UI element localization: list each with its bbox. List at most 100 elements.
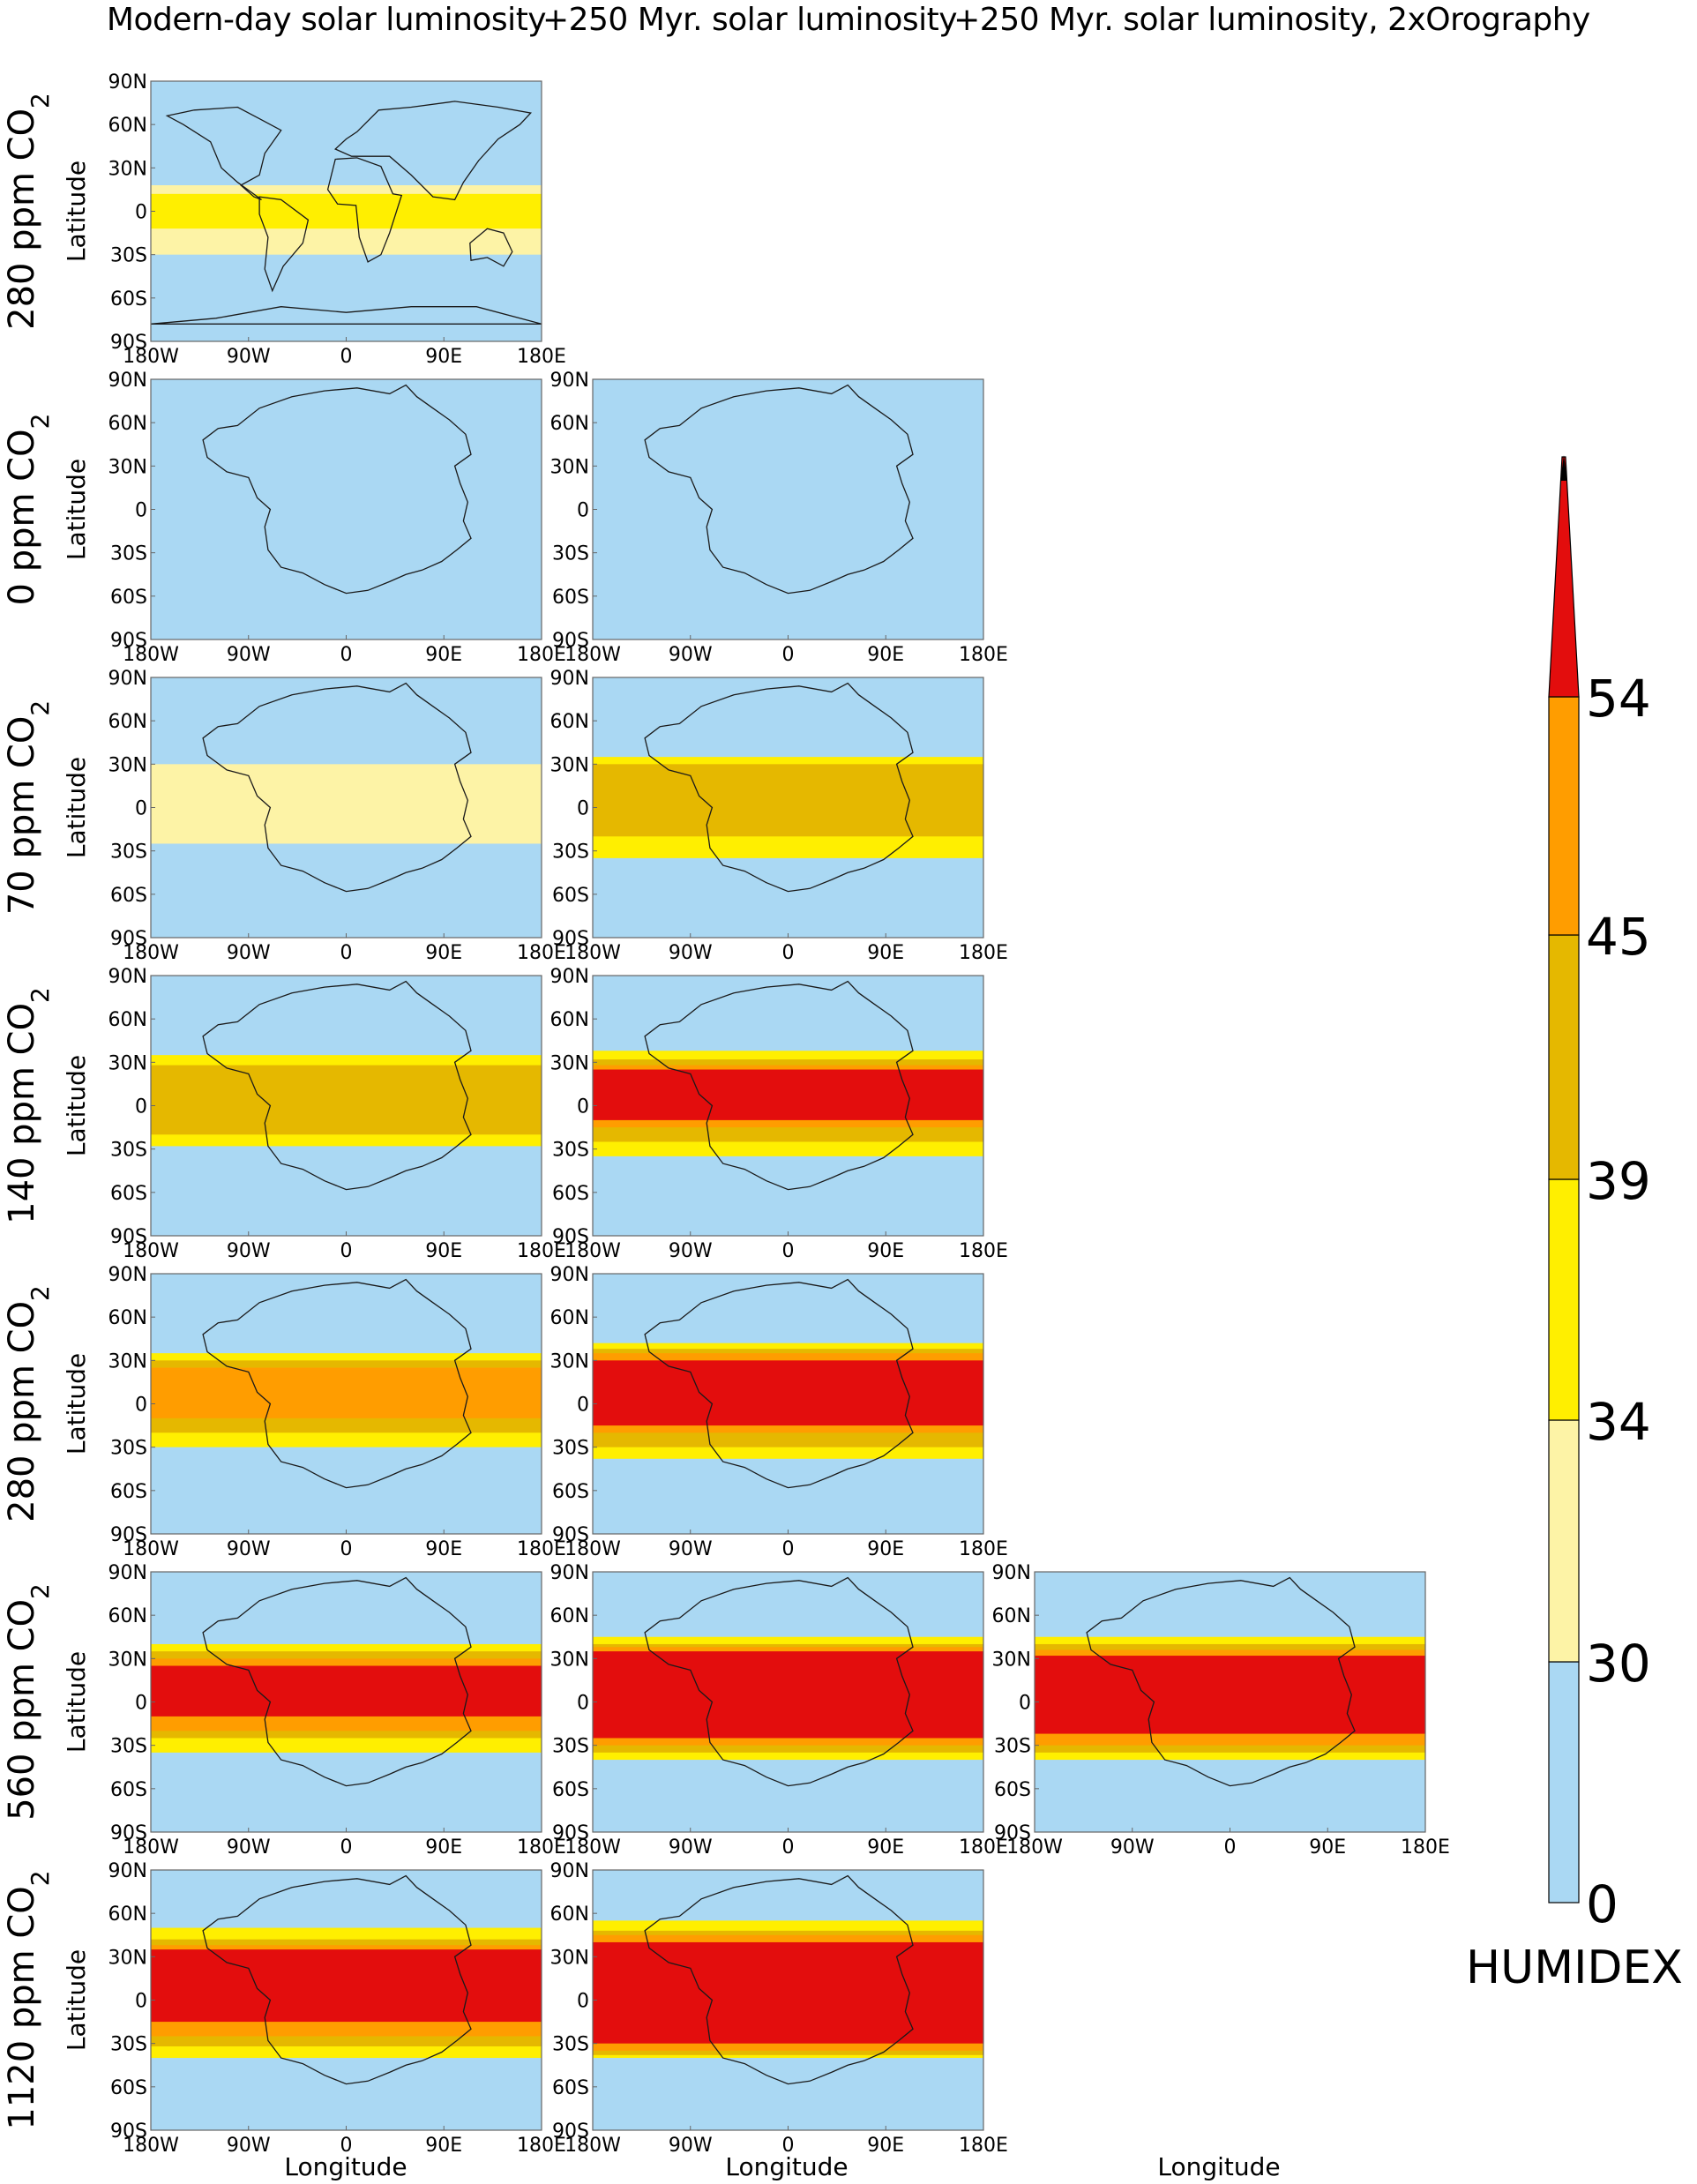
row-label-text: 140 ppm CO2 — [2, 987, 55, 1224]
y-tick-label: 30N — [108, 1052, 147, 1074]
y-axis-label: Latitude — [62, 1055, 91, 1156]
colorbar-tick-30: 30 — [1586, 1634, 1651, 1694]
y-tick-label: 30N — [550, 456, 589, 478]
coastline-1 — [202, 1278, 472, 1489]
y-tick-label: 90S — [110, 1524, 147, 1546]
y-tick-label: 90N — [992, 1562, 1031, 1584]
y-tick-label: 90S — [552, 2120, 589, 2143]
column-title-2: +250 Myr. solar luminosity — [542, 2, 957, 38]
y-tick-label: 0 — [577, 1096, 589, 1118]
humidex-band-39 — [151, 1065, 542, 1135]
y-tick-label: 30S — [110, 1438, 147, 1460]
y-tick-label: 30S — [552, 841, 589, 864]
y-tick-label: 90N — [550, 1860, 589, 1882]
coastline-2 — [258, 196, 310, 293]
y-tick-label: 60S — [552, 2077, 589, 2099]
y-tick-label: 30N — [108, 456, 147, 478]
x-tick-label: 0 — [782, 942, 795, 964]
x-tick-label: 180W — [564, 644, 621, 666]
x-tick-label: 90W — [227, 1836, 271, 1859]
humidex-field — [593, 682, 983, 893]
y-tick-label: 60S — [110, 2077, 147, 2099]
x-tick-label: 90E — [425, 2135, 462, 2157]
subscript: 2 — [26, 93, 55, 108]
x-tick-label: 90E — [425, 1538, 462, 1560]
x-tick-label: 0 — [782, 1240, 795, 1262]
x-tick-label: 180E — [517, 1836, 566, 1859]
x-tick-label: 180W — [123, 1538, 179, 1560]
coastline-1 — [644, 1576, 914, 1787]
colorbar-tick-0: 0 — [1586, 1874, 1619, 1934]
y-axis-label-text: Latitude — [62, 1651, 91, 1753]
row-label-3: 70 ppm CO2 — [2, 700, 55, 915]
y-tick-label: 0 — [135, 500, 147, 522]
y-tick-label: 30S — [110, 1140, 147, 1162]
y-tick-label: 60S — [552, 1481, 589, 1503]
y-tick-label: 60N — [992, 1605, 1031, 1627]
x-tick-label: 90W — [227, 644, 271, 666]
row-label-6: 560 ppm CO2 — [2, 1583, 55, 1821]
y-axis-label-text: Latitude — [62, 459, 91, 560]
x-axis-label-1: Longitude — [284, 2152, 407, 2181]
x-tick-label: 90E — [867, 1836, 904, 1859]
y-tick-label: 30N — [108, 158, 147, 180]
y-tick-label: 0 — [577, 798, 589, 820]
subscript: 2 — [26, 1870, 55, 1886]
x-tick-label: 90E — [425, 644, 462, 666]
humidex-band-54 — [593, 1069, 983, 1120]
humidex-band-45 — [151, 1367, 542, 1418]
y-tick-label: 30S — [552, 1438, 589, 1460]
coastline-1 — [202, 980, 472, 1191]
x-tick-label: 90W — [669, 2135, 713, 2157]
y-tick-label: 0 — [577, 1991, 589, 2013]
coastline-1 — [202, 384, 472, 595]
y-tick-label: 0 — [135, 1096, 147, 1118]
colorbar-title: HUMIDEX — [1466, 1941, 1683, 1994]
y-tick-label: 90N — [108, 1860, 147, 1882]
x-tick-label: 180W — [123, 1240, 179, 1262]
y-axis-label-text: Latitude — [62, 161, 91, 262]
colorbar-segment-45 — [1548, 696, 1580, 936]
humidex-field — [151, 1278, 542, 1489]
x-tick-label: 90E — [1309, 1836, 1346, 1859]
x-tick-label: 90W — [669, 1538, 713, 1560]
humidex-colorbar: 0 30 34 39 45 54 HUMIDEX — [1466, 455, 1683, 1994]
y-tick-label: 60N — [108, 711, 147, 733]
y-tick-label: 60N — [550, 711, 589, 733]
x-tick-label: 90E — [425, 1240, 462, 1262]
subscript: 2 — [26, 1285, 55, 1301]
colorbar-extend-max — [1548, 456, 1580, 698]
x-tick-label: 180W — [564, 942, 621, 964]
row-label-7: 1120 ppm CO2 — [2, 1870, 55, 2129]
x-tick-label: 180E — [1401, 1836, 1450, 1859]
coastline-3 — [326, 157, 403, 263]
colorbar-segment-34 — [1548, 1178, 1580, 1421]
y-axis-label-text: Latitude — [62, 757, 91, 858]
x-axis-label-2: Longitude — [725, 2152, 848, 2181]
y-axis-label: Latitude — [62, 757, 91, 858]
x-tick-label: 0 — [340, 346, 353, 368]
x-tick-label: 180E — [959, 1836, 1008, 1859]
humidex-band-39 — [593, 764, 983, 837]
y-tick-label: 60N — [550, 1904, 589, 1926]
y-tick-label: 90S — [110, 332, 147, 354]
coastline-6 — [151, 306, 542, 325]
x-tick-label: 0 — [782, 644, 795, 666]
coastline-1 — [202, 1874, 472, 2085]
y-tick-label: 0 — [577, 500, 589, 522]
y-tick-label: 30S — [552, 543, 589, 565]
x-tick-label: 90E — [867, 1538, 904, 1560]
humidex-field — [1035, 1576, 1425, 1787]
humidex-field — [151, 980, 542, 1191]
row-labels: 280 ppm CO2 0 ppm CO2 70 ppm CO2 140 ppm CO… — [2, 93, 55, 2129]
humidex-band-54 — [593, 1651, 983, 1739]
row-label-5: 280 ppm CO2 — [2, 1285, 55, 1522]
